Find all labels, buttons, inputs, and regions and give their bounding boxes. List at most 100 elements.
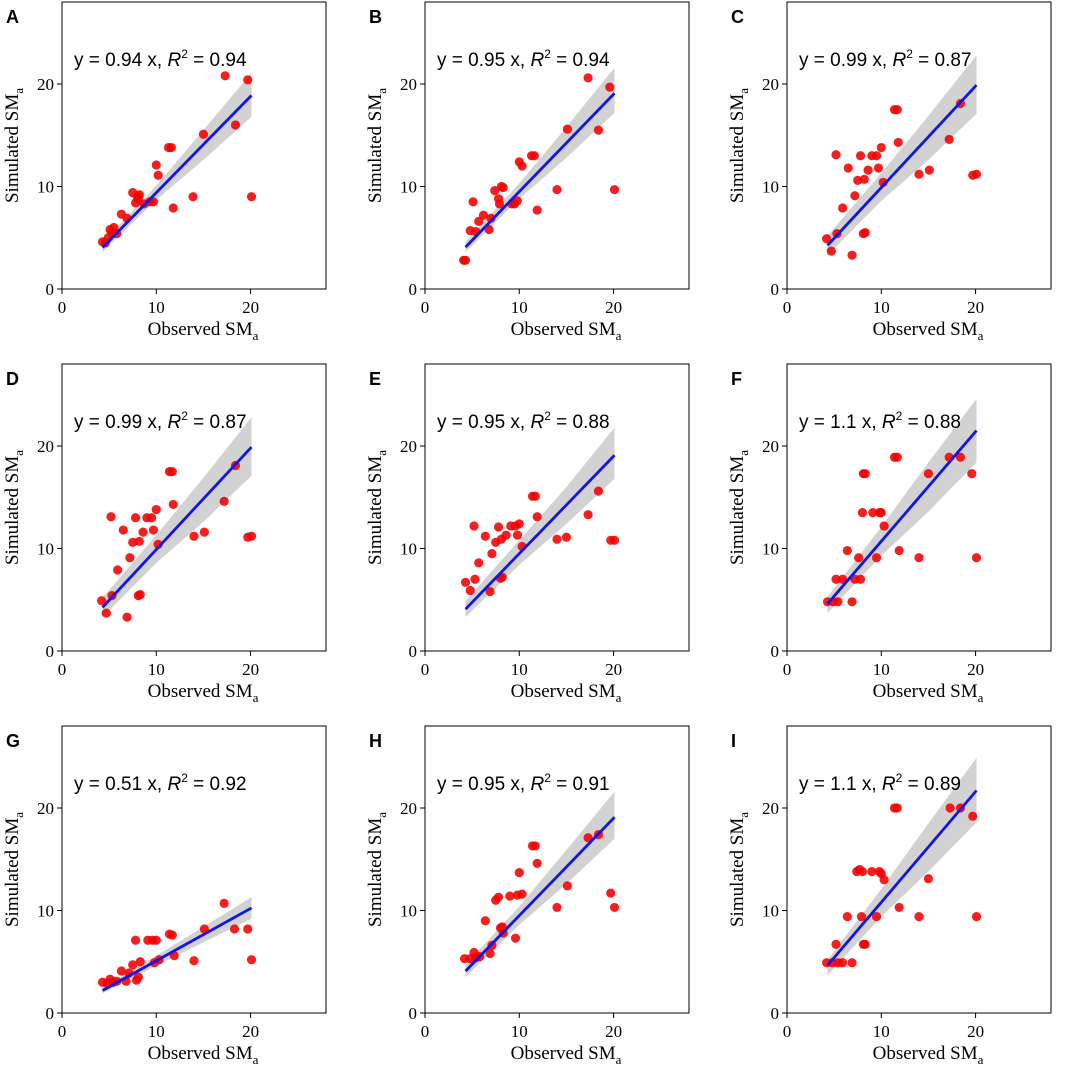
data-point	[493, 892, 504, 902]
x-axis-label: Observed SMa	[148, 681, 259, 705]
x-tick-label: 20	[242, 1022, 259, 1041]
x-tick-label: 0	[421, 1022, 430, 1041]
data-point	[229, 924, 240, 934]
x-tick-label: 20	[967, 1022, 984, 1041]
panel-label: I	[731, 731, 736, 751]
data-point	[199, 527, 209, 537]
equation-superscript: 2	[544, 409, 551, 423]
y-tick-label: 0	[409, 280, 418, 299]
x-tick-label: 0	[58, 660, 67, 679]
data-point	[490, 186, 500, 196]
y-tick-label: 10	[400, 540, 417, 559]
data-point	[151, 935, 161, 945]
y-tick-label: 10	[37, 902, 54, 921]
panel-label: H	[369, 731, 382, 751]
y-axis-label-main: Simulated SM	[365, 456, 386, 565]
data-point	[593, 125, 604, 135]
regression-line	[101, 906, 253, 992]
plot-frame	[61, 725, 327, 1014]
x-tick-label: 0	[783, 660, 792, 679]
regression-line	[464, 816, 616, 973]
y-tick-label: 0	[771, 642, 780, 661]
data-point	[842, 912, 852, 922]
data-point	[833, 597, 843, 607]
regression-equation: y = 0.94 x, R2 = 0.94	[74, 47, 247, 71]
data-point	[892, 803, 902, 813]
y-axis-label-main: Simulated SM	[365, 94, 386, 203]
data-point	[469, 521, 479, 531]
data-point	[486, 213, 496, 223]
data-point	[892, 105, 902, 115]
equation-superscript: 2	[896, 409, 903, 423]
regression-equation: y = 0.99 x, R2 = 0.87	[799, 47, 972, 71]
equation-r: R	[167, 774, 181, 795]
x-tick-label: 20	[605, 660, 622, 679]
data-point	[857, 866, 868, 877]
equation-r2-value: = 0.87	[913, 50, 972, 71]
data-point	[530, 841, 540, 851]
y-tick-label: 20	[37, 437, 54, 456]
data-point	[128, 960, 138, 970]
plot-frame	[786, 1, 1052, 290]
x-tick-label: 20	[605, 298, 622, 317]
data-point	[583, 73, 593, 83]
data-point	[468, 197, 478, 207]
data-point	[867, 866, 877, 877]
panel-label: G	[6, 731, 20, 751]
data-point	[135, 957, 145, 967]
data-point	[854, 553, 864, 563]
x-axis-label: Observed SMa	[511, 1043, 622, 1067]
x-tick-label: 0	[421, 660, 430, 679]
x-axis-label-subscript: a	[253, 1052, 259, 1067]
data-point	[460, 255, 471, 265]
x-tick-label: 0	[421, 298, 430, 317]
regression-line	[826, 789, 978, 967]
data-point	[871, 553, 882, 563]
data-point	[826, 246, 836, 256]
plot-frame	[424, 363, 690, 652]
y-axis-label-subscript: a	[374, 812, 389, 818]
equation-superscript: 2	[181, 409, 188, 423]
data-point	[118, 525, 128, 535]
data-point	[517, 161, 527, 171]
y-axis-label: Simulated SMa	[365, 812, 389, 927]
y-tick-label: 0	[46, 280, 55, 299]
x-axis-label-subscript: a	[978, 690, 984, 705]
data-point	[552, 184, 562, 195]
data-point	[512, 530, 523, 540]
data-point	[609, 184, 620, 195]
equation-r2-value: = 0.94	[551, 50, 610, 71]
data-point	[945, 803, 955, 813]
y-tick-label: 20	[400, 75, 417, 94]
confidence-band	[102, 417, 252, 618]
equation-superscript: 2	[181, 47, 188, 61]
data-point	[113, 565, 123, 575]
x-tick-label: 20	[967, 660, 984, 679]
y-axis-label-main: Simulated SM	[2, 456, 23, 565]
data-point	[609, 535, 620, 545]
x-tick-label: 20	[605, 1022, 622, 1041]
regression-equation: y = 0.99 x, R2 = 0.87	[74, 409, 247, 433]
data-point	[871, 912, 882, 922]
data-point	[914, 553, 924, 563]
data-point	[122, 612, 132, 622]
data-point	[873, 163, 884, 173]
data-point	[460, 577, 471, 587]
data-point	[168, 203, 178, 213]
data-point	[822, 234, 832, 244]
data-point	[857, 508, 868, 518]
equation-slope: y = 0.94 x,	[74, 50, 167, 71]
data-point	[125, 553, 135, 563]
y-tick-label: 10	[37, 178, 54, 197]
plot-frame	[61, 1, 327, 290]
x-axis-label-main: Observed SM	[148, 681, 253, 702]
y-tick-label: 20	[400, 799, 417, 818]
data-point	[148, 525, 159, 535]
data-point	[480, 531, 490, 541]
regression-line	[464, 454, 616, 611]
data-point	[101, 608, 111, 618]
data-point	[517, 889, 527, 899]
